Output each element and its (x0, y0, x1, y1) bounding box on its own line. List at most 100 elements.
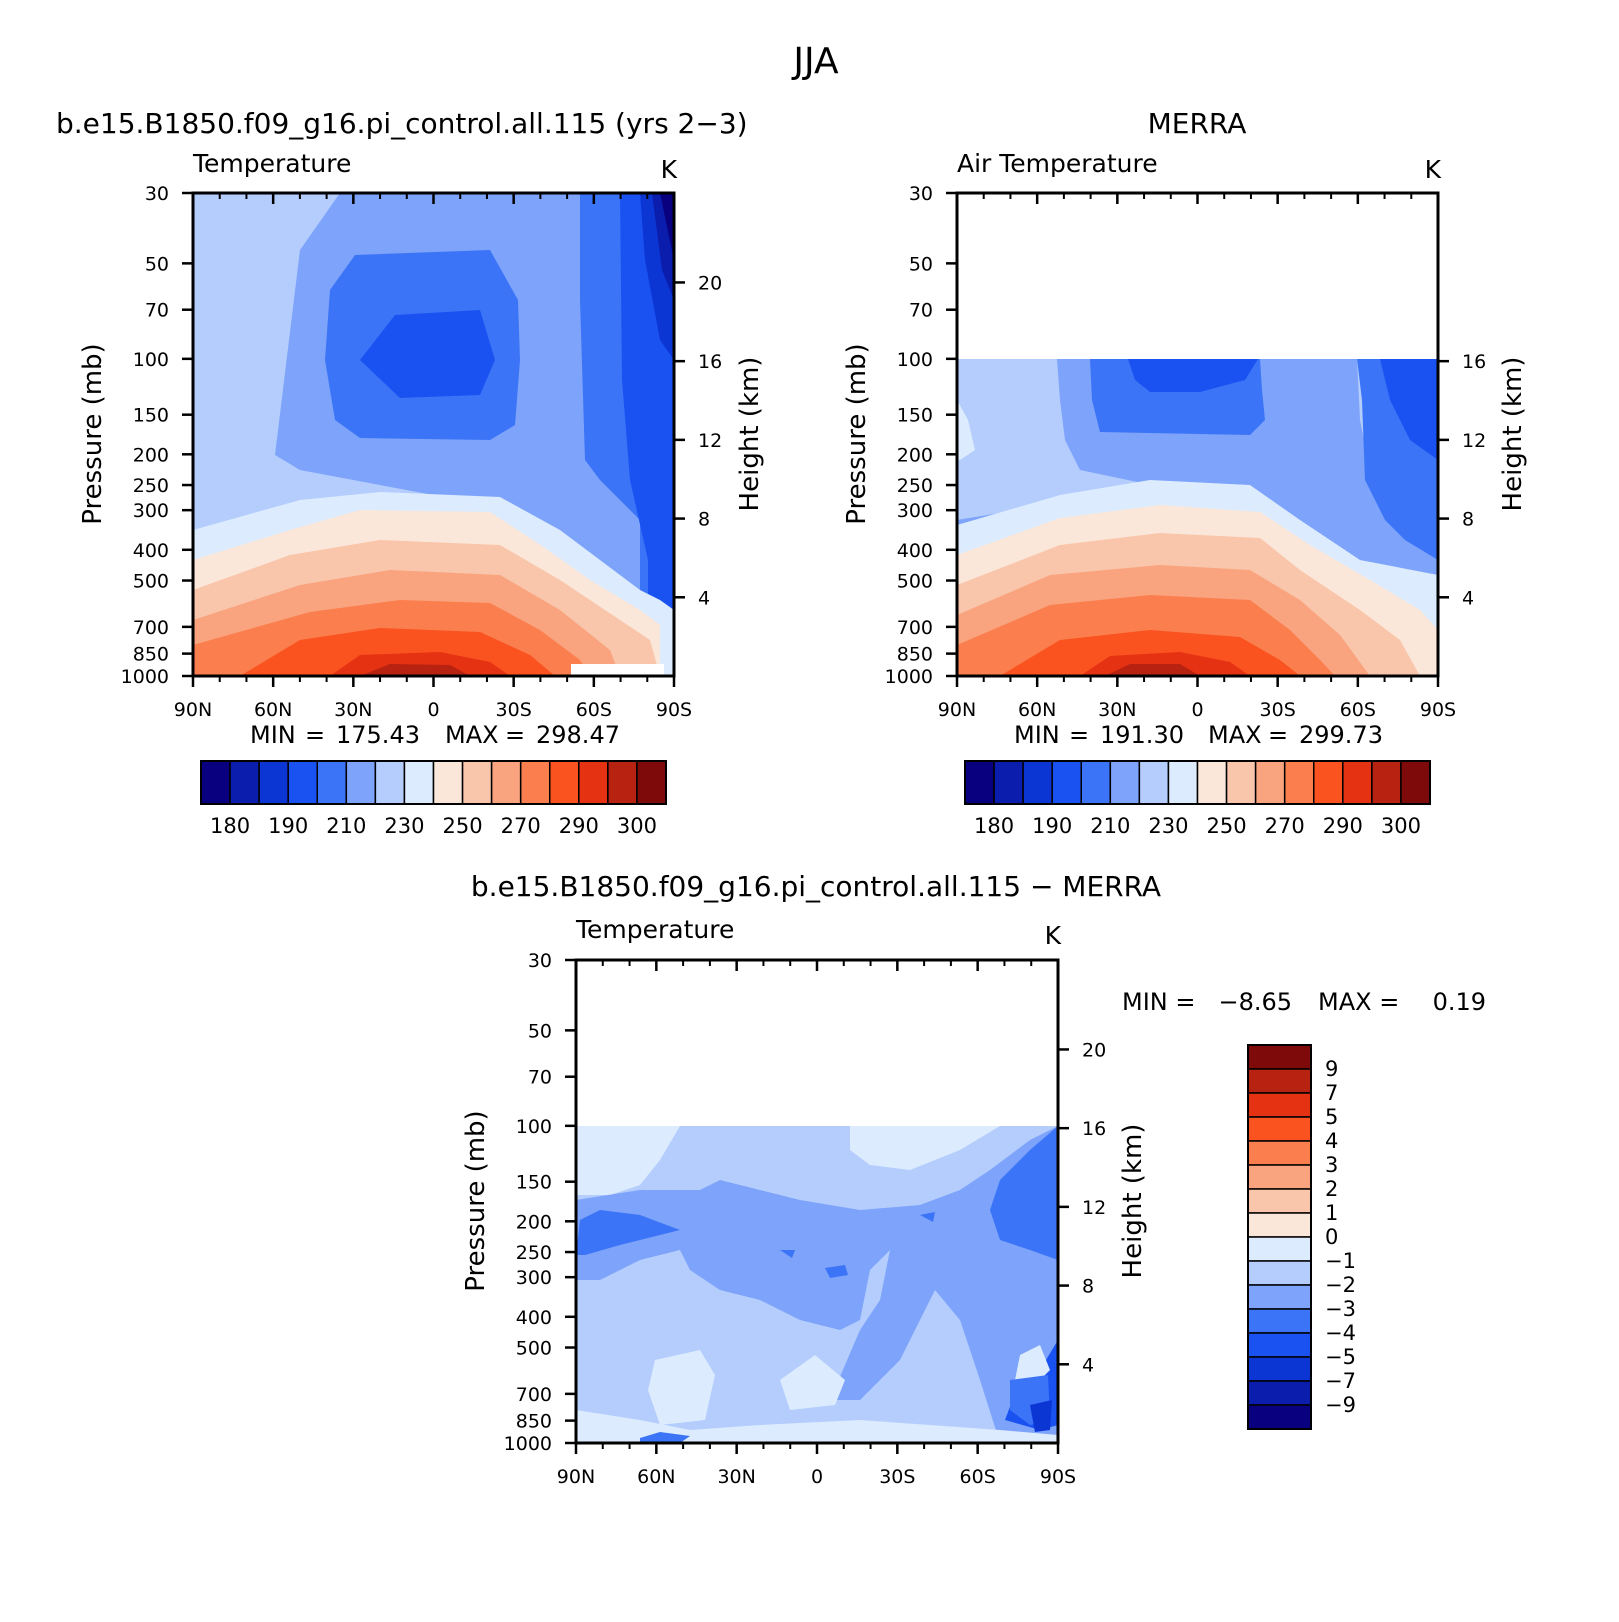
pressure-tick-label-300: 300 (516, 1267, 552, 1289)
colorbar-label-13: −7 (1325, 1369, 1356, 1393)
panel-model-ylabel: Pressure (mb) (78, 343, 108, 524)
colorbar-label-1: 7 (1325, 1081, 1338, 1105)
panel-model-y2label: Height (km) (735, 357, 765, 512)
latitude-tick-label-90S: 90S (1420, 699, 1456, 721)
latitude-tick-label-90S: 90S (1040, 1466, 1076, 1488)
panel-obs-contour-field (957, 359, 1438, 676)
latitude-tick-label-0: 0 (811, 1466, 823, 1488)
height-tick-label-12: 12 (1462, 430, 1486, 452)
latitude-tick-label-30N: 30N (334, 699, 372, 721)
colorbar-label-210: 210 (326, 814, 366, 838)
colorbar-label-300: 300 (1381, 814, 1421, 838)
panel-obs-y2label: Height (km) (1498, 357, 1528, 512)
panel-model-min-label: MIN (250, 721, 296, 749)
colorbar-label-12: −5 (1325, 1345, 1356, 1369)
colorbar-box-10 (1254, 760, 1286, 805)
colorbar-box-0 (200, 760, 231, 805)
colorbar-box-6 (1247, 1188, 1312, 1214)
latitude-tick-label-60S: 60S (576, 699, 612, 721)
pressure-tick-label-30: 30 (528, 950, 552, 972)
panel-diff-ylabel: Pressure (mb) (461, 1110, 491, 1291)
colorbar-frame (964, 760, 1431, 805)
pressure-tick-label-200: 200 (516, 1211, 552, 1233)
pressure-tick-label-500: 500 (516, 1338, 552, 1360)
pressure-tick-label-500: 500 (133, 571, 169, 593)
colorbar-label-270: 270 (501, 814, 541, 838)
colorbar-box-4 (316, 760, 348, 805)
colorbar-box-11 (1247, 1308, 1312, 1334)
panel-model: b.e15.B1850.f09_g16.pi_control.all.115 (… (56, 107, 765, 838)
height-tick-label-12: 12 (1082, 1197, 1106, 1219)
latitude-tick-label-90N: 90N (938, 699, 976, 721)
pressure-tick-label-250: 250 (897, 475, 933, 497)
colorbar-box-2 (1022, 760, 1053, 805)
panel-diff-left-string: Temperature (575, 915, 734, 944)
colorbar-box-14 (607, 760, 638, 805)
colorbar-box-9 (1225, 760, 1257, 805)
height-tick-label-8: 8 (1082, 1276, 1094, 1298)
pressure-tick-label-50: 50 (909, 253, 933, 275)
colorbar-label-6: 1 (1325, 1201, 1338, 1225)
pressure-tick-label-100: 100 (133, 349, 169, 371)
panel-obs: MERRA Air Temperature K 30 50 70 100 150 200 2… (842, 107, 1528, 838)
colorbar-box-14 (1247, 1380, 1312, 1406)
colorbar-box-9 (1247, 1260, 1312, 1286)
colorbar-label-180: 180 (210, 814, 250, 838)
panel-obs-min: 191.30 (1100, 721, 1184, 749)
panel-model-right-string: K (661, 155, 678, 184)
height-tick-label-8: 8 (1462, 509, 1474, 531)
colorbar-label-11: −4 (1325, 1321, 1356, 1345)
panel-model-max-label: MAX (445, 721, 499, 749)
pressure-tick-label-70: 70 (909, 300, 933, 322)
panel-model-contour-field (193, 193, 674, 676)
pressure-tick-label-30: 30 (909, 183, 933, 205)
colorbar-box-9 (461, 760, 493, 805)
colorbar-box-11 (1283, 760, 1315, 805)
height-tick-label-4: 4 (698, 587, 710, 609)
panel-diff-stats: MIN = −8.65 MAX = 0.19 (1122, 988, 1486, 1016)
height-tick-label-4: 4 (1462, 587, 1474, 609)
height-tick-label-4: 4 (1082, 1354, 1094, 1376)
panel-model-max: 298.47 (536, 721, 620, 749)
pressure-tick-label-200: 200 (133, 444, 169, 466)
colorbar-label-250: 250 (1207, 814, 1247, 838)
panel-obs-stats: MIN = 191.30 MAX = 299.73 (1014, 721, 1383, 749)
latitude-tick-label-60S: 60S (960, 1466, 996, 1488)
panel-obs-colorbar: 180 190 210 230 250 270 290 300 (964, 760, 1431, 838)
latitude-tick-label-60N: 60N (1018, 699, 1056, 721)
colorbar-box-1 (993, 760, 1024, 805)
colorbar-box-2 (258, 760, 289, 805)
panel-diff-right-string: K (1045, 921, 1062, 950)
panel-diff-max: 0.19 (1433, 988, 1486, 1016)
colorbar-frame (1247, 1044, 1312, 1430)
colorbar-box-11 (519, 760, 551, 805)
panel-diff-title: b.e15.B1850.f09_g16.pi_control.all.115 −… (471, 870, 1161, 903)
pressure-tick-label-70: 70 (528, 1067, 552, 1089)
pressure-tick-label-1000: 1000 (885, 666, 933, 688)
colorbar-box-2 (1247, 1092, 1312, 1118)
pressure-tick-label-1000: 1000 (504, 1433, 552, 1455)
colorbar-label-300: 300 (617, 814, 657, 838)
panel-diff-y2label: Height (km) (1118, 1124, 1148, 1279)
panel-model-min: 175.43 (336, 721, 420, 749)
panel-obs-title: MERRA (1148, 107, 1247, 140)
panel-obs-left-string: Air Temperature (957, 149, 1158, 178)
latitude-tick-label-0: 0 (1191, 699, 1203, 721)
height-tick-label-16: 16 (1462, 351, 1486, 373)
height-tick-label-16: 16 (698, 351, 722, 373)
colorbar-box-3 (287, 760, 318, 805)
colorbar-label-7: 0 (1325, 1225, 1338, 1249)
height-tick-label-8: 8 (698, 509, 710, 531)
latitude-tick-label-30N: 30N (1098, 699, 1136, 721)
pressure-tick-label-500: 500 (897, 571, 933, 593)
latitude-tick-label-90N: 90N (557, 1466, 595, 1488)
colorbar-box-12 (549, 760, 580, 805)
panel-obs-min-label: MIN (1014, 721, 1060, 749)
pressure-tick-label-50: 50 (145, 253, 169, 275)
height-tick-label-12: 12 (698, 430, 722, 452)
colorbar-box-5 (1109, 760, 1141, 805)
colorbar-box-8 (1247, 1236, 1312, 1262)
colorbar-label-3: 4 (1325, 1129, 1338, 1153)
